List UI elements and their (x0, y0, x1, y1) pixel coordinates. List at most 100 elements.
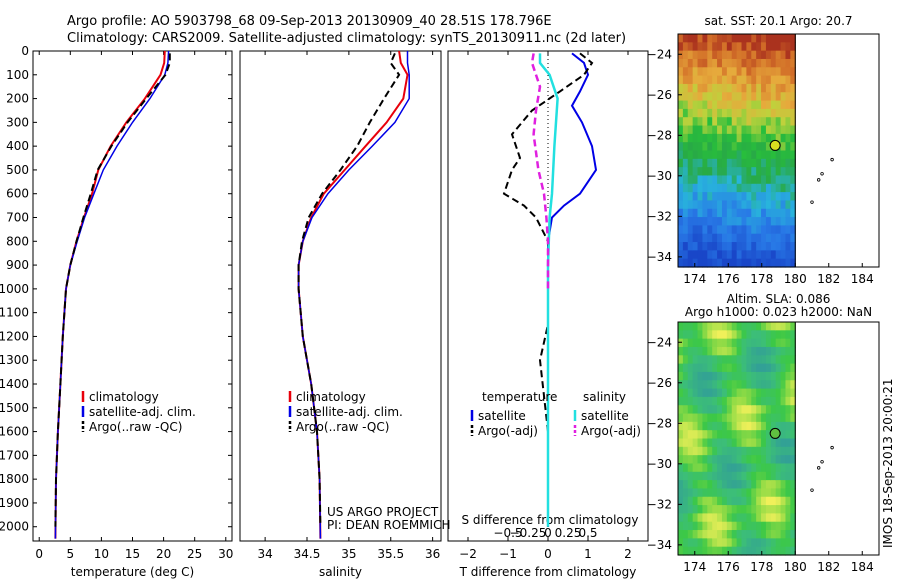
map-cell (756, 380, 762, 390)
map-cell (751, 488, 757, 498)
map-cell (770, 167, 777, 177)
map-cell (746, 50, 752, 60)
map-cell (702, 42, 708, 52)
map-cell (790, 175, 796, 185)
map-cell (707, 75, 713, 85)
map-cell (726, 446, 733, 456)
map-cell (741, 546, 747, 556)
map-cell (756, 242, 762, 251)
map-cell (702, 322, 708, 331)
map-cell (756, 75, 762, 85)
map-cell (697, 505, 704, 514)
map-cell (731, 225, 738, 235)
map-cell (726, 208, 733, 218)
map-cell (770, 463, 777, 473)
map-cell (780, 75, 787, 85)
map-cell (785, 200, 791, 210)
x-tick-label: 36 (425, 547, 440, 561)
map-cell (785, 125, 791, 135)
map-cell (692, 142, 699, 152)
map-cell (687, 355, 694, 365)
map-cell (678, 125, 684, 135)
map-y-tick-label: −28 (647, 416, 672, 430)
map-cell (682, 530, 689, 539)
map-cell (687, 83, 694, 93)
map-cell (775, 546, 782, 556)
map-cell (761, 380, 767, 390)
map-cell (687, 371, 694, 381)
map-cell (678, 396, 684, 406)
map-cell (692, 167, 699, 177)
map-cell (770, 338, 777, 348)
map-cell (697, 50, 704, 60)
map-cell (687, 175, 694, 185)
map-cell (682, 142, 689, 152)
map-cell (717, 413, 723, 423)
map-cell (746, 42, 752, 52)
map-cell (775, 463, 782, 473)
map-cell (726, 488, 733, 498)
map-cell (770, 125, 777, 135)
map-cell (741, 488, 747, 498)
map-cell (751, 217, 757, 226)
legend-group-title: temperature (482, 390, 557, 404)
map-cell (731, 233, 738, 243)
map-cell (756, 150, 762, 160)
map-cell (751, 125, 757, 135)
map-cell (765, 175, 772, 185)
map-cell (687, 480, 694, 490)
map-cell (775, 92, 782, 102)
map-cell (751, 100, 757, 110)
map-cell (790, 455, 796, 465)
map-cell (741, 208, 747, 218)
map-cell (736, 83, 743, 93)
map-cell (751, 530, 757, 539)
map-cell (721, 233, 728, 243)
map-cell (678, 505, 684, 514)
map-cell (697, 167, 704, 177)
map-cell (707, 42, 713, 52)
map-cell (736, 396, 743, 406)
map-cell (785, 338, 791, 348)
map-cell (687, 413, 694, 423)
map-cell (717, 250, 723, 260)
map-cell (678, 388, 684, 398)
map-cell (702, 355, 708, 365)
map-cell (721, 513, 728, 523)
map-cell (765, 338, 772, 348)
map-cell (736, 183, 743, 193)
map-cell (770, 405, 777, 415)
track-point (820, 172, 824, 176)
map-cell (731, 521, 738, 531)
map-cell (726, 125, 733, 135)
map-cell (692, 530, 699, 539)
map-cell (721, 150, 728, 160)
map-cell (761, 83, 767, 93)
map-cell (678, 42, 684, 52)
map-cell (746, 446, 752, 456)
map-y-tick-label: −28 (647, 128, 672, 142)
map-cell (726, 322, 733, 331)
map-cell (746, 505, 752, 514)
map-y-tick-label: −32 (647, 497, 672, 511)
map-cell (726, 75, 733, 85)
map-cell (790, 338, 796, 348)
map-cell (770, 471, 777, 481)
map-cell (721, 125, 728, 135)
x-axis-label: temperature (deg C) (71, 565, 194, 579)
y-tick-label: 1500 (0, 401, 29, 415)
map-cell (731, 167, 738, 177)
map-cell (751, 330, 757, 340)
map-cell (785, 455, 791, 465)
map-cell (780, 125, 787, 135)
map-cell (765, 413, 772, 423)
map-cell (785, 117, 791, 127)
map-cell (756, 58, 762, 68)
map-cell (678, 225, 684, 235)
map-cell (707, 50, 713, 60)
map-cell (770, 346, 777, 356)
map-cell (741, 58, 747, 68)
map-cell (682, 330, 689, 340)
map-cell (736, 371, 743, 381)
map-cell (756, 396, 762, 406)
